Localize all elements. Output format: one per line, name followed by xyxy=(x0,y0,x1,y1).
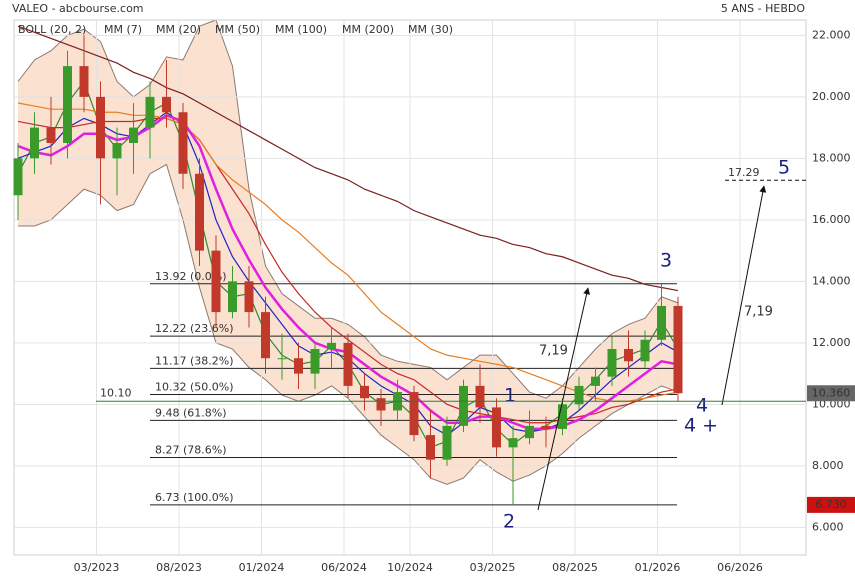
legend-label: MM (30) xyxy=(408,23,453,36)
fib-label: 9.48 (61.8%) xyxy=(155,406,227,419)
x-tick-label: 01/2024 xyxy=(239,561,285,574)
wave-label: 4 + xyxy=(684,415,718,437)
candle-body xyxy=(492,407,501,448)
arrow xyxy=(721,185,767,406)
candle-body xyxy=(30,127,39,159)
candle-body xyxy=(294,358,303,374)
band-edge xyxy=(17,19,679,399)
annotation-layer: 7,19 7,19 1 2 3 4 4 + 5 10.10 17.29 10.360… xyxy=(96,157,855,533)
y-tick-label: 18.000 xyxy=(812,151,851,164)
fib-label: 6.73 (100.0%) xyxy=(155,491,234,504)
x-tick-label: 03/2025 xyxy=(470,561,516,574)
legend-label: MM (200) xyxy=(342,23,394,36)
candle-body xyxy=(426,435,435,460)
fib-label: 10.32 (50.0%) xyxy=(155,381,234,394)
wave-label: 3 xyxy=(660,250,672,272)
candle-body xyxy=(343,342,353,386)
candle-body xyxy=(96,96,105,159)
candle-body xyxy=(475,385,485,408)
candle-body xyxy=(310,348,320,374)
candle-body xyxy=(376,398,386,411)
support-label: 10.10 xyxy=(100,386,132,399)
candle-body xyxy=(574,385,584,405)
candle-body xyxy=(13,158,23,196)
y-tick-label: 12.000 xyxy=(812,336,851,349)
candle-body xyxy=(409,392,419,436)
x-tick-label: 06/2024 xyxy=(321,561,367,574)
last-price-label: 10.360 xyxy=(812,386,851,399)
candle-body xyxy=(46,127,56,143)
candle-body xyxy=(327,342,336,349)
candle-body xyxy=(360,385,369,399)
move-label: 7,19 xyxy=(539,344,568,359)
x-tick-label: 06/2026 xyxy=(717,561,763,574)
moving-average xyxy=(17,25,679,292)
candle-body xyxy=(244,281,254,313)
candle-body xyxy=(624,348,633,362)
legend-label: MM (7) xyxy=(104,23,142,36)
candle-body xyxy=(459,385,468,426)
candle-body xyxy=(178,112,188,174)
candle-body xyxy=(129,127,138,143)
wave-label: 4 xyxy=(696,395,708,417)
candle-body xyxy=(211,250,221,313)
x-tick-label: 01/2026 xyxy=(635,561,681,574)
moving-average xyxy=(17,102,679,402)
candle-body xyxy=(79,66,89,97)
grid-layer: 6.0008.00010.00012.00014.00016.00018.000… xyxy=(13,19,851,574)
y-tick-label: 6.000 xyxy=(812,520,844,533)
candle-body xyxy=(277,358,287,360)
legend-label: MM (20) xyxy=(156,23,201,36)
arrow xyxy=(537,287,591,511)
candle-body xyxy=(261,312,270,359)
fib-label: 11.17 (38.2%) xyxy=(155,354,234,367)
y-tick-label: 14.000 xyxy=(812,274,851,287)
fib-label: 12.22 (23.6%) xyxy=(155,322,234,335)
y-tick-label: 8.000 xyxy=(812,459,844,472)
candle-body xyxy=(525,425,534,439)
candle-body xyxy=(640,339,650,362)
band-edge xyxy=(18,163,679,485)
chart-title: VALEO - abcbourse.com xyxy=(12,2,144,15)
wave-label: 1 xyxy=(504,385,516,407)
wave-label: 2 xyxy=(503,511,515,533)
wave-label: 5 xyxy=(778,157,790,179)
y-tick-label: 22.000 xyxy=(812,28,851,41)
candle-body xyxy=(607,348,617,377)
y-tick-label: 20.000 xyxy=(812,90,851,103)
candle-body xyxy=(195,173,204,251)
candle-body xyxy=(162,96,171,113)
low-price-label: 6.730 xyxy=(815,498,847,511)
low-price-box xyxy=(807,496,855,513)
candle-body xyxy=(63,66,72,143)
target-label: 17.29 xyxy=(728,166,760,179)
y-tick-label: 16.000 xyxy=(812,213,851,226)
legend-label: MM (100) xyxy=(275,23,327,36)
fib-label: 13.92 (0.0%) xyxy=(155,270,227,283)
move-label: 7,19 xyxy=(744,305,773,320)
candle-body xyxy=(558,404,567,429)
candle-body xyxy=(541,425,551,429)
band-fill xyxy=(18,20,678,485)
candle-body xyxy=(673,305,683,394)
fib-label: 8.27 (78.6%) xyxy=(155,444,227,457)
candle-body xyxy=(657,305,666,340)
candle-body xyxy=(228,281,237,313)
band-layer xyxy=(17,19,679,485)
chart-subtitle: 5 ANS - HEBDO xyxy=(721,2,805,15)
x-tick-label: 10/2024 xyxy=(387,561,433,574)
candle-body xyxy=(145,96,155,128)
candle-body xyxy=(112,142,122,159)
x-tick-label: 08/2025 xyxy=(552,561,598,574)
legend-label: MM (50) xyxy=(215,23,260,36)
candle-body xyxy=(442,425,452,460)
candle-body xyxy=(591,376,600,386)
x-tick-label: 08/2023 xyxy=(156,561,202,574)
x-tick-label: 03/2023 xyxy=(74,561,120,574)
last-price-box xyxy=(807,385,855,402)
candle-body xyxy=(508,438,518,448)
